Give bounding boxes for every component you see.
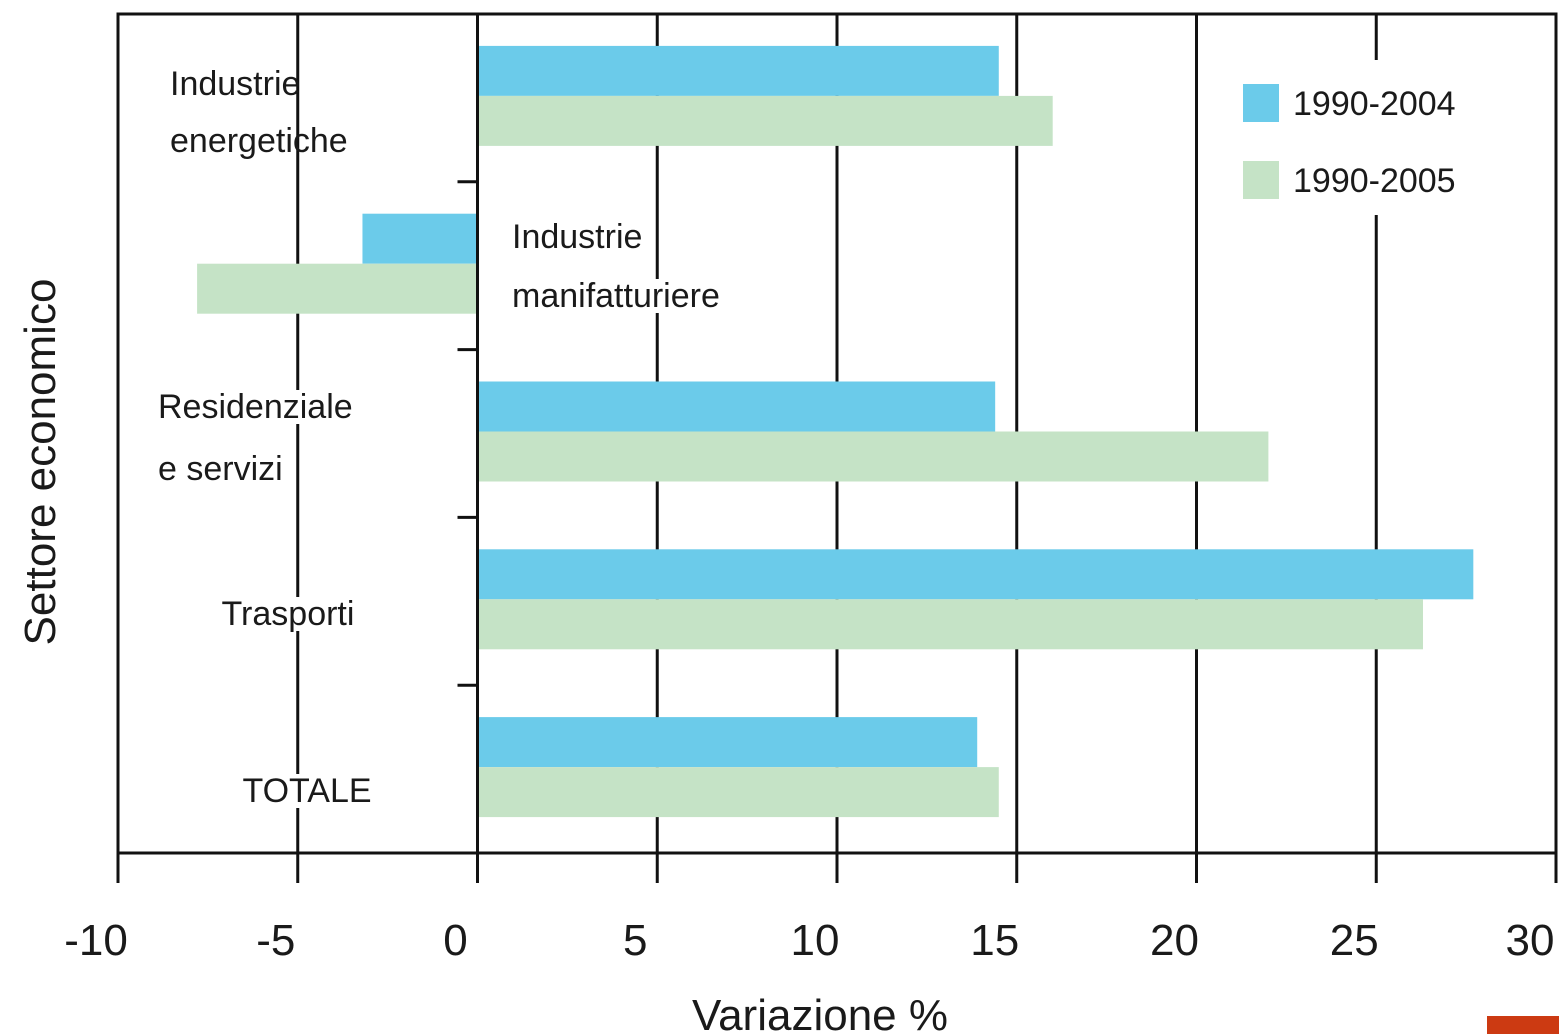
bar-1990-2004 xyxy=(477,381,996,432)
category-label: manifatturiere xyxy=(512,277,720,315)
x-tick-label: 5 xyxy=(623,916,647,965)
x-tick-label: 25 xyxy=(1330,916,1379,965)
bar-1990-2005 xyxy=(477,95,1053,146)
category-label: Industrie xyxy=(170,65,300,103)
x-tick-label: 15 xyxy=(970,916,1019,965)
category-label-background xyxy=(155,452,286,486)
legend-swatch-1990-2004 xyxy=(1243,84,1279,122)
category-label: TOTALE xyxy=(242,772,371,810)
legend-swatch-1990-2005 xyxy=(1243,161,1279,199)
category-label-background xyxy=(509,220,646,254)
bar-1990-2004 xyxy=(477,45,999,96)
legend-label-1990-2005: 1990-2005 xyxy=(1293,162,1456,200)
category-label-background xyxy=(218,597,358,631)
bar-1990-2004 xyxy=(477,717,978,768)
bar-1990-2004 xyxy=(477,549,1474,600)
category-label-background xyxy=(155,390,356,424)
category-label: e servizi xyxy=(158,450,283,488)
x-tick-label: -10 xyxy=(64,916,128,965)
bar-1990-2005 xyxy=(477,599,1423,650)
legend: 1990-2004 1990-2005 xyxy=(1228,60,1498,215)
category-label-background xyxy=(239,774,375,808)
x-tick-label: 20 xyxy=(1150,916,1199,965)
plot-frame xyxy=(116,12,1558,883)
category-label: energetiche xyxy=(170,122,348,160)
bar-1990-2005 xyxy=(197,263,478,314)
x-tick-labels: -10 -5 0 5 10 15 20 25 30 xyxy=(64,916,1554,965)
category-labels: Industrie energetiche Industrie manifatturi… xyxy=(155,65,723,810)
category-label: Trasporti xyxy=(222,595,355,633)
x-axis-title: Variazione % xyxy=(692,991,948,1034)
category-label-background xyxy=(509,279,723,313)
bar-1990-2005 xyxy=(477,767,999,818)
x-tick-label: 0 xyxy=(443,916,467,965)
bar-1990-2005 xyxy=(477,431,1269,482)
y-axis-title: Settore economico xyxy=(16,279,65,646)
corner-mark xyxy=(1487,1016,1559,1034)
legend-label-1990-2004: 1990-2004 xyxy=(1293,85,1456,123)
category-label: Residenziale xyxy=(158,388,353,426)
x-tick-label: 30 xyxy=(1506,916,1555,965)
category-label: Industrie xyxy=(512,218,642,256)
x-tick-label: -5 xyxy=(256,916,295,965)
x-tick-label: 10 xyxy=(791,916,840,965)
bar-1990-2004 xyxy=(362,213,478,264)
bars xyxy=(197,45,1474,818)
